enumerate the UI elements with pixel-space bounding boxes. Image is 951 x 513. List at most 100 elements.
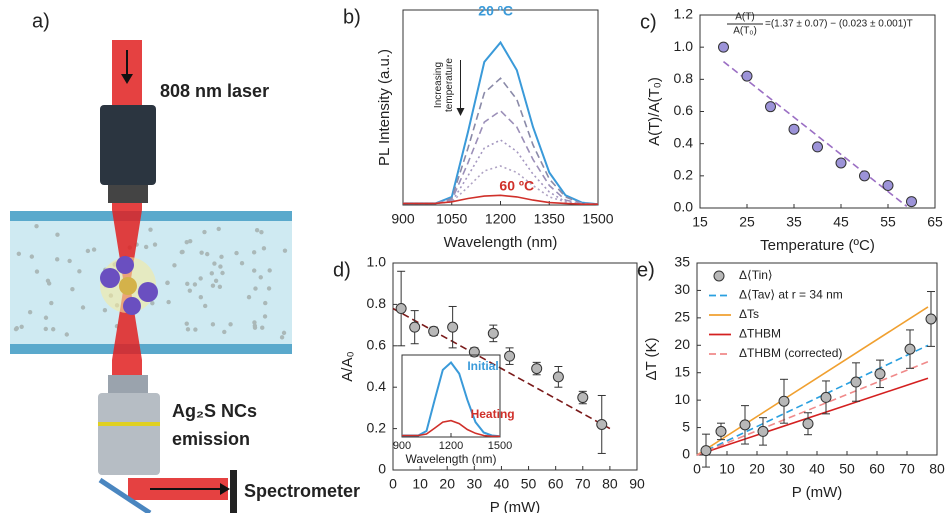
- slab-bottom: [10, 344, 292, 354]
- x-tick-label: 1050: [436, 211, 467, 227]
- y-tick-label: 20: [674, 336, 690, 352]
- x-axis-label: Temperature (ºC): [760, 237, 875, 254]
- panel-label: c): [640, 11, 657, 33]
- data-line: [696, 344, 929, 456]
- x-tick-label: 80: [602, 476, 618, 492]
- data-line: [392, 307, 611, 430]
- equation-rhs: =(1.37 ± 0.07) − (0.023 ± 0.001)T: [765, 19, 913, 30]
- data-point: [409, 321, 421, 333]
- annotation: Initial: [467, 359, 498, 373]
- data-line: [696, 306, 929, 456]
- y-tick-label: 0.6: [674, 102, 694, 118]
- x-tick-label: 60: [548, 476, 564, 492]
- x-axis-label: P (mW): [792, 484, 843, 501]
- annotation: 60 ºC: [499, 178, 534, 194]
- y-tick-label: 30: [674, 281, 690, 297]
- y-tick-label: 25: [674, 309, 690, 325]
- y-axis-label: ΔT (K): [643, 337, 660, 380]
- x-tick-label: 1200: [485, 211, 516, 227]
- data-line: [403, 77, 599, 205]
- y-tick-label: 10: [674, 391, 690, 407]
- data-line: [696, 377, 929, 456]
- data-point: [739, 419, 751, 431]
- data-point: [700, 445, 712, 457]
- data-point: [850, 376, 862, 388]
- data-point: [820, 391, 832, 403]
- nanoparticle: [138, 282, 158, 302]
- x-axis-label: P (mW): [490, 499, 541, 513]
- spectrometer-bar: [230, 470, 237, 513]
- y-tick-label: 1.0: [367, 254, 387, 270]
- x-tick-label: 65: [927, 214, 943, 230]
- slab-top: [10, 211, 292, 221]
- annotation: Increasing: [433, 62, 444, 108]
- data-point: [715, 425, 727, 437]
- objective-ring: [98, 422, 160, 426]
- legend-label: ΔTs: [739, 307, 759, 321]
- data-point: [812, 141, 823, 153]
- y-tick-label: 0.4: [367, 378, 387, 394]
- data-point: [596, 418, 608, 430]
- x-tick-label: 20: [439, 476, 455, 492]
- objective-bottom: [98, 393, 160, 475]
- x-tick-label: 60: [869, 461, 885, 477]
- panel-label: d): [333, 259, 351, 281]
- legend-label: Δ⟨Tin⟩: [739, 268, 773, 282]
- axes-frame: [392, 262, 638, 471]
- arrow-head: [456, 108, 465, 116]
- x-tick-label: 40: [809, 461, 825, 477]
- x-tick-label: 50: [521, 476, 537, 492]
- data-point: [778, 395, 790, 407]
- y-tick-label: 0: [682, 446, 690, 462]
- x-tick-label: 10: [719, 461, 735, 477]
- data-point: [925, 313, 937, 325]
- data-line: [723, 60, 908, 208]
- x-tick-label: 50: [839, 461, 855, 477]
- x-tick-label: 80: [929, 461, 945, 477]
- data-point: [788, 123, 800, 135]
- nanoparticle-core: [119, 277, 137, 295]
- data-point: [757, 425, 769, 437]
- x-tick-label: 1500: [488, 440, 512, 452]
- equation-denominator: A(T₀): [733, 26, 757, 37]
- y-tick-label: 0.2: [367, 419, 387, 435]
- data-line: [402, 361, 501, 438]
- legend-label: Δ⟨Tav⟩ at r = 34 nm: [739, 288, 843, 302]
- annotation: Heating: [471, 407, 515, 421]
- y-tick-label: 0.4: [674, 134, 694, 150]
- arrow-head: [121, 74, 133, 84]
- y-tick-label: 5: [682, 418, 690, 434]
- nanoparticle: [116, 256, 134, 274]
- x-tick-label: 10: [412, 476, 428, 492]
- data-point: [552, 371, 564, 383]
- y-axis-label: A(T)/A(T₀): [646, 77, 663, 146]
- laser-label: 808 nm laser: [160, 81, 269, 101]
- nanoparticle: [123, 297, 141, 315]
- x-tick-label: 40: [494, 476, 510, 492]
- x-tick-label: 1200: [439, 440, 463, 452]
- data-point: [882, 179, 894, 191]
- y-tick-label: 0.8: [367, 295, 387, 311]
- x-tick-label: 55: [880, 214, 896, 230]
- spectrometer-label: Spectrometer: [244, 481, 360, 501]
- x-tick-label: 45: [833, 214, 849, 230]
- equation-numerator: A(T): [735, 12, 754, 23]
- data-point: [874, 368, 886, 380]
- x-tick-label: 70: [899, 461, 915, 477]
- data-point: [487, 327, 499, 339]
- y-axis-label: A/A₀: [339, 351, 356, 381]
- data-point: [859, 170, 870, 182]
- mirror: [98, 477, 152, 513]
- data-point: [577, 392, 589, 404]
- x-tick-label: 90: [629, 476, 645, 492]
- x-tick-label: 70: [575, 476, 591, 492]
- arrow-head: [220, 483, 230, 495]
- data-point: [906, 196, 917, 208]
- x-tick-label: 30: [467, 476, 483, 492]
- y-tick-label: 1.2: [674, 6, 694, 22]
- data-point: [802, 418, 814, 430]
- y-tick-label: 0: [378, 461, 386, 477]
- data-line: [403, 109, 599, 205]
- objective-tip: [108, 185, 148, 203]
- emission-label: emission: [172, 429, 250, 449]
